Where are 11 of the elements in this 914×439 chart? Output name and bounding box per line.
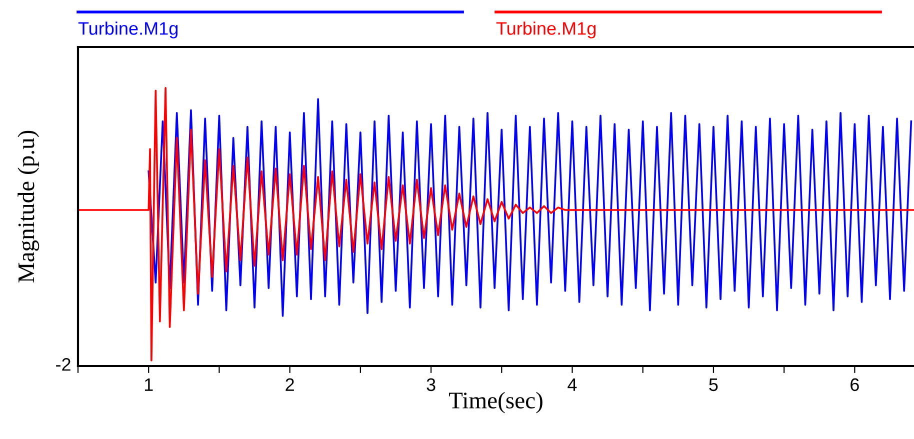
- x-tick-label: 4: [568, 378, 577, 391]
- y-axis-title: Magnitude (p.u): [18, 130, 40, 283]
- x-axis-title: Time(sec): [448, 392, 542, 414]
- text: Turbine.M1g: [496, 22, 596, 38]
- x-tick-label: 2: [286, 378, 294, 391]
- x-tick-label: 5: [709, 378, 718, 392]
- text: Turbine.M1g: [78, 22, 178, 38]
- x-tick-label: 1: [144, 378, 153, 391]
- text: -2: [56, 358, 70, 371]
- x-tick-label: 6: [850, 378, 859, 392]
- x-tick-label: 3: [426, 378, 436, 392]
